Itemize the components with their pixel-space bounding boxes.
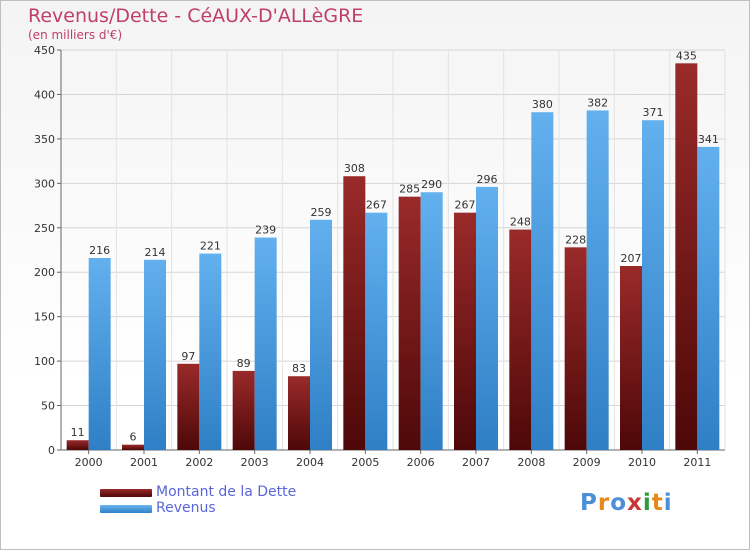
bar-revenue xyxy=(254,237,277,450)
logo-letter: r xyxy=(597,490,611,516)
legend-swatch-revenue xyxy=(100,505,152,513)
data-label-debt: 11 xyxy=(71,426,85,439)
y-tick-label: 350 xyxy=(34,133,55,146)
bar-debt xyxy=(288,376,310,450)
bars xyxy=(66,63,720,450)
bar-revenue xyxy=(586,110,609,450)
y-tick-label: 100 xyxy=(34,355,55,368)
x-tick-label: 2009 xyxy=(573,456,601,469)
data-label-debt: 89 xyxy=(237,357,251,370)
x-tick-label: 2006 xyxy=(407,456,435,469)
bar-debt xyxy=(564,247,587,450)
legend-swatch-debt xyxy=(100,489,152,497)
data-label-revenue: 239 xyxy=(255,224,276,237)
grid-lines xyxy=(60,49,726,451)
bar-debt xyxy=(675,63,698,450)
data-label-revenue: 371 xyxy=(643,106,664,119)
y-tick-label: 400 xyxy=(34,88,55,101)
x-tick-label: 2001 xyxy=(130,456,158,469)
logo-letter: x xyxy=(627,490,643,516)
logo-letter: P xyxy=(580,490,598,516)
legend-label-revenue: Revenus xyxy=(156,500,216,516)
chart-title: Revenus/Dette - CéAUX-D'ALLèGRE xyxy=(28,5,364,27)
bar-debt xyxy=(620,266,642,450)
data-label-revenue: 341 xyxy=(698,133,719,146)
chart-subtitle: (en milliers d'€) xyxy=(28,28,123,42)
x-tick-label: 2007 xyxy=(462,456,490,469)
bar-revenue xyxy=(88,258,111,450)
data-label-debt: 308 xyxy=(344,162,365,175)
data-label-revenue: 290 xyxy=(421,178,442,191)
data-label-revenue: 259 xyxy=(311,206,332,219)
data-label-debt: 285 xyxy=(399,183,420,196)
x-tick-label: 2003 xyxy=(241,456,269,469)
logo-letter: i xyxy=(642,490,652,516)
bar-revenue xyxy=(531,112,554,450)
bar-debt xyxy=(66,440,89,450)
bar-debt xyxy=(454,212,476,450)
data-label-debt: 207 xyxy=(621,252,642,265)
axes: 0 50 100 150 200 250 300 350 400 450 2000 2001 2002 2… xyxy=(34,44,725,469)
bar-revenue xyxy=(365,212,388,450)
bar-debt xyxy=(177,363,200,450)
y-tick-label: 0 xyxy=(48,444,55,457)
data-label-debt: 97 xyxy=(181,350,195,363)
x-tick-label: 2004 xyxy=(296,456,324,469)
x-tick-label: 2002 xyxy=(185,456,213,469)
y-tick-label: 50 xyxy=(41,400,55,413)
bar-debt xyxy=(232,370,255,450)
data-label-revenue: 380 xyxy=(532,98,553,111)
proxiti-logo: Proxiti xyxy=(580,490,673,516)
logo-letter: t xyxy=(651,490,664,516)
bar-revenue xyxy=(697,146,720,450)
bar-revenue xyxy=(476,186,498,450)
logo-letter: o xyxy=(610,490,628,516)
data-label-revenue: 382 xyxy=(587,96,608,109)
x-tick-label: 2008 xyxy=(517,456,545,469)
data-label-revenue: 296 xyxy=(477,173,498,186)
bar-debt xyxy=(398,196,421,450)
bar-revenue xyxy=(199,253,222,450)
y-tick-label: 150 xyxy=(34,311,55,324)
data-label-revenue: 267 xyxy=(366,199,387,212)
y-tick-label: 200 xyxy=(34,266,55,279)
data-label-debt: 248 xyxy=(510,216,531,229)
y-tick-label: 450 xyxy=(34,44,55,57)
data-label-debt: 83 xyxy=(292,362,306,375)
x-tick-label: 2010 xyxy=(628,456,656,469)
data-label-debt: 6 xyxy=(130,431,137,444)
bar-debt xyxy=(343,176,366,450)
data-label-revenue: 221 xyxy=(200,240,221,253)
x-tick-label: 2005 xyxy=(351,456,379,469)
x-tick-label: 2000 xyxy=(75,456,103,469)
bar-revenue xyxy=(420,192,443,450)
y-tick-label: 300 xyxy=(34,177,55,190)
x-tick-label: 2011 xyxy=(683,456,711,469)
legend-label-debt: Montant de la Dette xyxy=(156,484,297,500)
data-label-debt: 228 xyxy=(565,233,586,246)
bar-revenue xyxy=(310,219,332,450)
data-label-debt: 435 xyxy=(676,49,697,62)
bar-debt xyxy=(509,229,532,450)
data-label-debt: 267 xyxy=(455,199,476,212)
data-label-revenue: 214 xyxy=(145,246,166,259)
bar-revenue xyxy=(642,120,664,450)
y-tick-label: 250 xyxy=(34,222,55,235)
bar-revenue xyxy=(144,259,166,450)
bar-debt xyxy=(122,444,144,450)
logo-letter: i xyxy=(663,490,673,516)
data-label-revenue: 216 xyxy=(89,244,110,257)
